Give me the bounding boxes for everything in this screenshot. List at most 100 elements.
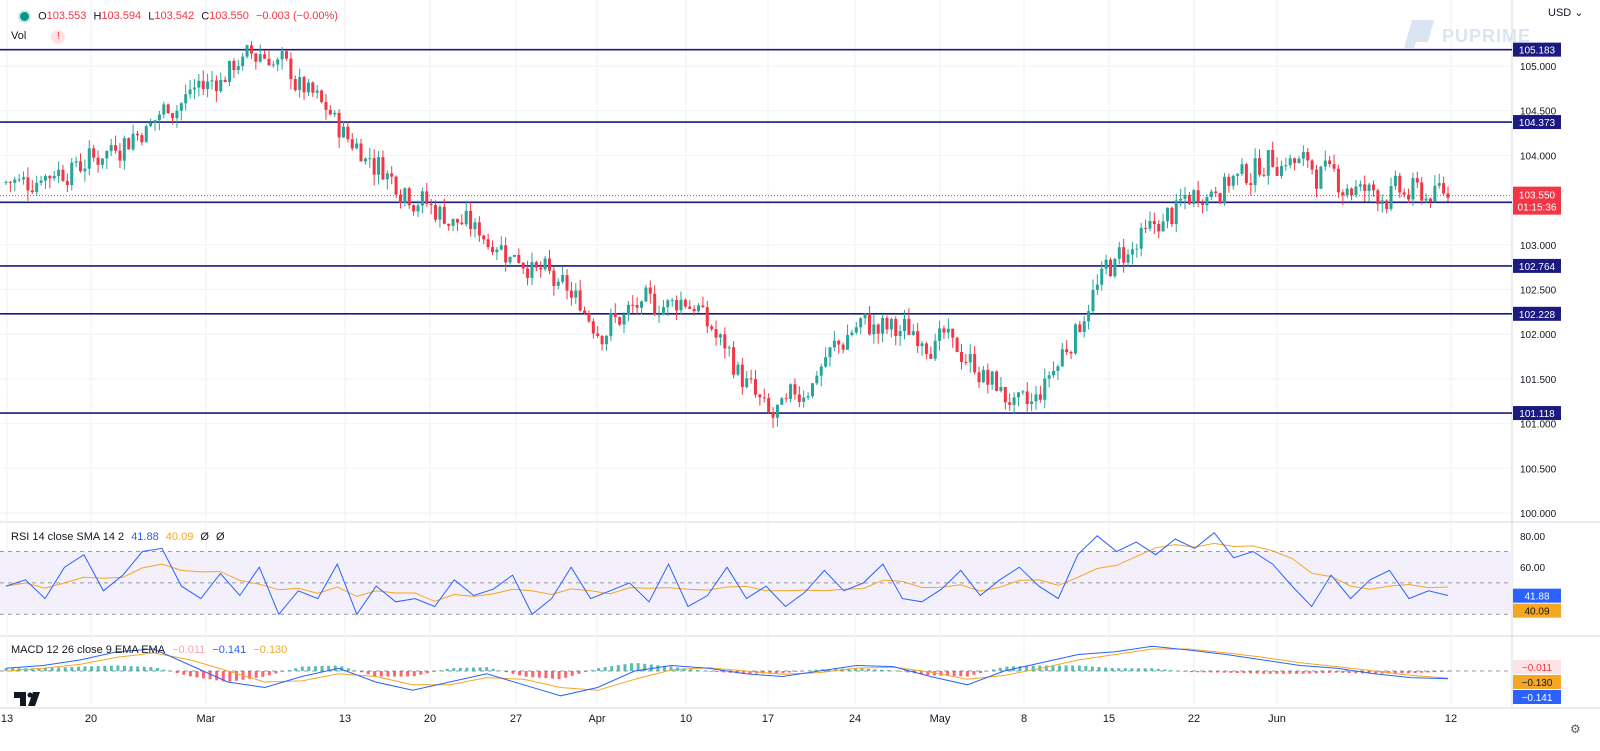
candle-body xyxy=(96,157,100,165)
candle-body xyxy=(1205,197,1209,206)
macd-hist-bar xyxy=(616,665,620,671)
x-tick-label: 13 xyxy=(1,713,13,725)
macd-hist-bar xyxy=(1439,671,1443,672)
macd-hist-bar xyxy=(1183,671,1187,672)
currency-selector[interactable]: USD ⌄ xyxy=(1548,6,1584,19)
ohlc-close-value: 103.550 xyxy=(209,10,249,23)
candle-body xyxy=(1087,311,1091,322)
candle-body xyxy=(626,304,630,315)
gear-icon[interactable]: ⚙ xyxy=(1570,722,1581,736)
macd-hist-bar xyxy=(1143,668,1147,671)
macd-hist-bar xyxy=(919,671,923,675)
macd-hist-bar xyxy=(50,667,54,671)
candle-body xyxy=(740,364,744,388)
candle-body xyxy=(959,352,963,363)
macd-hist-bar xyxy=(946,671,950,676)
y-tick-label: 101.000 xyxy=(1520,420,1557,431)
candle-body xyxy=(1187,194,1191,205)
candle-body xyxy=(1393,175,1397,187)
warning-icon[interactable]: ! xyxy=(51,30,66,44)
candle-body xyxy=(732,347,736,375)
candle-body xyxy=(197,80,201,88)
macd-hist-bar xyxy=(155,668,159,671)
macd-hist-bar xyxy=(1031,665,1035,671)
macd-hist-bar xyxy=(998,667,1002,671)
macd-hist-bar xyxy=(992,669,996,671)
macd-hist-bar xyxy=(860,668,864,671)
candle-body xyxy=(850,332,854,336)
candle-body xyxy=(710,326,714,330)
candle-body xyxy=(797,394,801,402)
candle-body xyxy=(1065,349,1069,353)
macd-hist-bar xyxy=(215,671,219,681)
candle-body xyxy=(1336,168,1340,193)
candle-body xyxy=(1332,164,1336,169)
candle-body xyxy=(315,90,319,93)
candle-body xyxy=(569,290,573,298)
candle-body xyxy=(1275,166,1279,176)
candle-body xyxy=(495,249,499,253)
level-tag xyxy=(1513,306,1561,321)
candle-body xyxy=(653,293,657,315)
candle-body xyxy=(1126,254,1130,263)
candle-body xyxy=(780,398,784,405)
candle-body xyxy=(583,310,587,314)
macd-hist-bar xyxy=(386,671,390,677)
macd-value-tag-label: −0.141 xyxy=(1522,693,1553,704)
candle-body xyxy=(907,318,911,335)
macd-hist-bar xyxy=(149,667,153,671)
candle-body xyxy=(1420,182,1424,201)
candle-body xyxy=(806,396,810,398)
candle-body xyxy=(1016,392,1020,398)
macd-hist-bar xyxy=(1176,670,1180,672)
x-tick-label: Jun xyxy=(1268,713,1286,725)
candle-body xyxy=(263,54,267,59)
candle-body xyxy=(723,334,727,349)
macd-hist-bar xyxy=(1433,671,1437,673)
macd-hist-bar xyxy=(1117,668,1121,671)
tradingview-logo-icon[interactable] xyxy=(14,692,42,713)
macd-hist-bar xyxy=(577,671,581,674)
candle-body xyxy=(1297,158,1301,164)
candle-body xyxy=(920,343,924,347)
y-tick-label: 100.500 xyxy=(1520,464,1557,475)
macd-hist-bar xyxy=(531,671,535,678)
candle-body xyxy=(705,307,709,327)
macd-hist-bar xyxy=(485,667,489,671)
countdown-label: 01:15:36 xyxy=(1518,203,1557,214)
macd-hist-bar xyxy=(1229,671,1233,673)
candle-body xyxy=(1284,165,1288,167)
candle-body xyxy=(758,394,762,398)
candle-body xyxy=(1157,224,1161,232)
rsi-legend: RSI 14 close SMA 14 2 41.88 40.09 Ø Ø xyxy=(11,531,229,543)
x-tick-label: Apr xyxy=(588,713,605,725)
y-tick-label: 103.000 xyxy=(1520,241,1557,252)
candle-body xyxy=(526,268,530,278)
candle-body xyxy=(1179,198,1183,201)
candle-body xyxy=(916,331,920,347)
macd-hist-bar xyxy=(544,671,548,679)
candle-body xyxy=(784,398,788,400)
candle-body xyxy=(1113,258,1117,277)
macd-hist-bar xyxy=(202,671,206,679)
candle-body xyxy=(679,299,683,311)
candle-body xyxy=(701,305,705,308)
y-tick-label: 100.000 xyxy=(1520,509,1557,520)
candle-body xyxy=(1253,158,1257,186)
candle-body xyxy=(854,327,858,333)
candle-body xyxy=(166,104,170,114)
x-tick-label: Mar xyxy=(197,713,216,725)
candle-body xyxy=(591,321,595,334)
macd-hist-bar xyxy=(1301,671,1305,674)
candle-body xyxy=(1073,324,1077,354)
candle-body xyxy=(381,157,385,180)
ohlc-open-value: 103.553 xyxy=(46,10,87,23)
candle-body xyxy=(1100,268,1104,285)
macd-hist-bar xyxy=(1044,665,1048,671)
candle-body xyxy=(1424,198,1428,201)
candle-body xyxy=(1293,158,1297,164)
candle-body xyxy=(1165,207,1169,222)
macd-hist-bar xyxy=(965,671,969,677)
